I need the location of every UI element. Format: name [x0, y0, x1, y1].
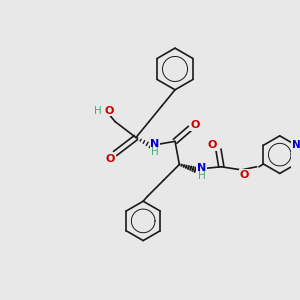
Text: O: O: [190, 120, 200, 130]
Text: H: H: [151, 147, 159, 157]
Text: O: O: [239, 170, 249, 180]
Text: N: N: [150, 139, 159, 149]
Text: O: O: [105, 154, 115, 164]
Text: H: H: [94, 106, 102, 116]
Text: H: H: [198, 171, 206, 181]
Text: O: O: [105, 106, 114, 116]
Text: N: N: [292, 140, 300, 150]
Text: N: N: [197, 163, 206, 173]
Text: O: O: [207, 140, 217, 150]
